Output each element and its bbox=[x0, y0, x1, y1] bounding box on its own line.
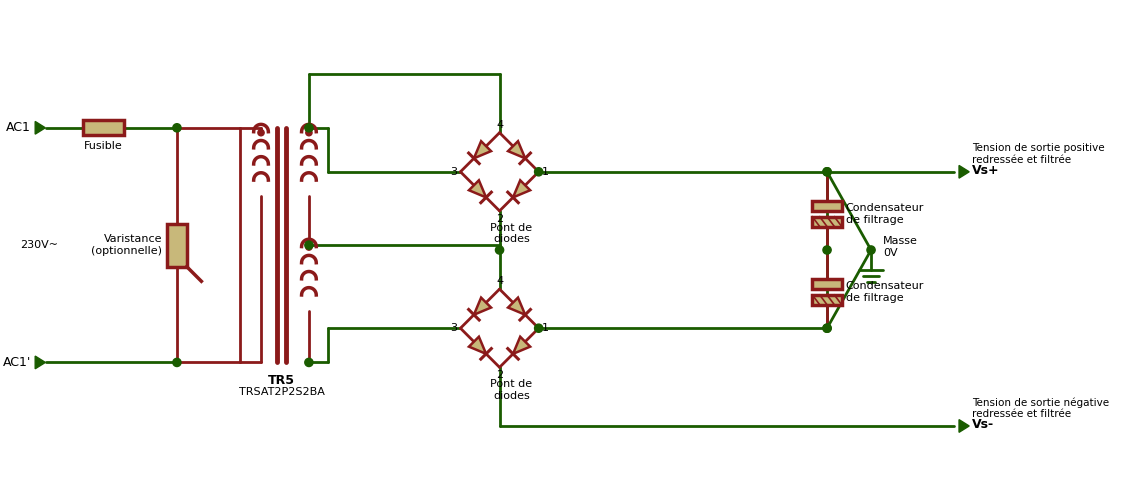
Text: 3: 3 bbox=[450, 167, 457, 177]
Text: TRSAT2P2S2BA: TRSAT2P2S2BA bbox=[238, 387, 325, 397]
Circle shape bbox=[173, 358, 181, 366]
Circle shape bbox=[173, 124, 181, 132]
Text: Condensateur
de filtrage: Condensateur de filtrage bbox=[846, 203, 925, 224]
Polygon shape bbox=[474, 141, 491, 158]
Polygon shape bbox=[959, 420, 969, 432]
Circle shape bbox=[866, 246, 876, 254]
Text: Vs+: Vs+ bbox=[971, 164, 1000, 177]
Circle shape bbox=[304, 241, 314, 249]
Circle shape bbox=[304, 358, 314, 366]
Text: 230V~: 230V~ bbox=[21, 240, 58, 250]
Text: 4: 4 bbox=[496, 120, 503, 130]
Text: 1: 1 bbox=[542, 167, 548, 177]
Circle shape bbox=[823, 168, 831, 176]
Text: Pont de
diodes: Pont de diodes bbox=[490, 222, 532, 244]
Text: Vs-: Vs- bbox=[971, 418, 994, 432]
Polygon shape bbox=[35, 356, 46, 369]
Text: Tension de sortie positive
redressée et filtrée: Tension de sortie positive redressée et … bbox=[971, 144, 1105, 165]
Text: Pont de
diodes: Pont de diodes bbox=[490, 379, 532, 400]
Text: 3: 3 bbox=[450, 323, 457, 333]
Circle shape bbox=[535, 168, 543, 176]
Bar bbox=[83, 120, 124, 135]
Polygon shape bbox=[469, 180, 486, 198]
Bar bbox=[813, 295, 841, 304]
Text: TR5: TR5 bbox=[268, 374, 295, 387]
Polygon shape bbox=[513, 180, 530, 198]
Circle shape bbox=[304, 124, 314, 132]
Bar bbox=[813, 201, 841, 211]
Polygon shape bbox=[508, 298, 526, 314]
Text: AC1': AC1' bbox=[3, 356, 31, 369]
Circle shape bbox=[306, 130, 312, 136]
Bar bbox=[168, 224, 187, 266]
Polygon shape bbox=[474, 298, 491, 314]
Circle shape bbox=[306, 244, 312, 250]
Text: Varistance
(optionnelle): Varistance (optionnelle) bbox=[91, 234, 162, 256]
Circle shape bbox=[823, 324, 831, 332]
Polygon shape bbox=[508, 141, 526, 158]
Polygon shape bbox=[513, 336, 530, 354]
Circle shape bbox=[496, 246, 504, 254]
Bar bbox=[813, 280, 841, 289]
Polygon shape bbox=[35, 122, 46, 134]
Circle shape bbox=[258, 130, 264, 136]
Circle shape bbox=[823, 246, 831, 254]
Polygon shape bbox=[469, 336, 486, 354]
Text: 2: 2 bbox=[496, 214, 503, 224]
Text: 1: 1 bbox=[542, 323, 548, 333]
Text: 2: 2 bbox=[496, 370, 503, 380]
Text: AC1: AC1 bbox=[7, 122, 31, 134]
Text: Condensateur
de filtrage: Condensateur de filtrage bbox=[846, 281, 925, 303]
Text: Fusible: Fusible bbox=[84, 140, 123, 150]
Circle shape bbox=[823, 168, 831, 176]
Bar bbox=[813, 217, 841, 226]
Text: 4: 4 bbox=[496, 276, 503, 286]
Text: Masse
0V: Masse 0V bbox=[882, 236, 918, 258]
Circle shape bbox=[823, 324, 831, 332]
Polygon shape bbox=[959, 166, 969, 178]
Circle shape bbox=[535, 324, 543, 332]
Text: Tension de sortie négative
redressée et filtrée: Tension de sortie négative redressée et … bbox=[971, 398, 1109, 419]
